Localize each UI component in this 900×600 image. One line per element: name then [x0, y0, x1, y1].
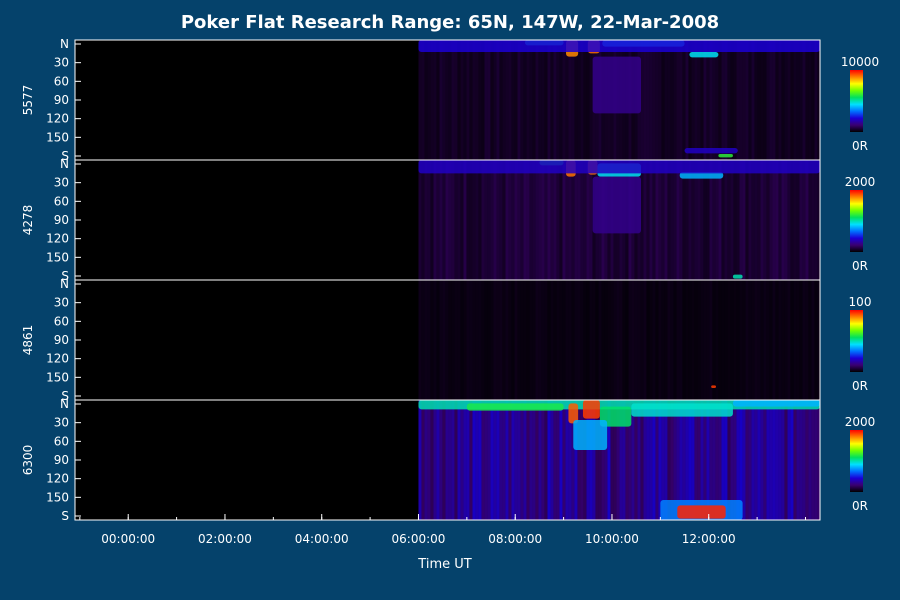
y-tick-label-6300-6: S [61, 509, 69, 523]
emission-6300-5 [573, 420, 608, 450]
background-6300 [418, 400, 821, 520]
colorbar-5577 [850, 70, 863, 132]
colorbar-max-5577: 10000 [841, 55, 879, 69]
emission-5577-8 [718, 154, 733, 158]
panel-5577: N 30 60 90 120 150 S 5577 10000 0R [21, 37, 879, 163]
emissions-5577 [418, 40, 820, 158]
x-tick-label-3: 06:00:00 [392, 532, 446, 546]
emission-4278-7 [732, 274, 743, 279]
panel-name-6300: 6300 [21, 445, 35, 476]
x-tick-label-4: 08:00:00 [488, 532, 542, 546]
emission-6300-9 [677, 505, 726, 519]
y-tick-label-5577-6: S [61, 149, 69, 163]
y-tick-label-4278-6: S [61, 269, 69, 283]
x-tick-label-2: 04:00:00 [295, 532, 349, 546]
emission-6300-2 [568, 403, 579, 424]
emission-5577-7 [684, 148, 738, 154]
y-tick-label-4861-2: 60 [54, 314, 69, 328]
panel-name-5577: 5577 [21, 85, 35, 116]
emission-6300-3 [582, 400, 600, 419]
emission-6300-6 [631, 403, 733, 417]
y-tick-label-5577-5: 150 [46, 130, 69, 144]
colorbar-min-5577: 0R [852, 139, 868, 153]
chart-title: Poker Flat Research Range: 65N, 147W, 22… [181, 12, 719, 33]
panel-4278: N 30 60 90 120 150 S 4278 2000 0R [21, 157, 875, 283]
x-tick-label-5: 10:00:00 [585, 532, 639, 546]
y-tick-label-4278-1: 30 [54, 176, 69, 190]
y-tick-label-6300-0: N [60, 397, 69, 411]
y-tick-label-6300-3: 90 [54, 453, 69, 467]
emission-4278-5 [418, 160, 820, 174]
colorbar-4861 [850, 310, 863, 372]
x-axis: 00:00:00 02:00:00 04:00:00 06:00:00 08:00:00… [79, 514, 806, 546]
panel-6300: N 30 60 90 120 150 S 6300 2000 0R [21, 397, 875, 523]
y-tick-label-4278-2: 60 [54, 194, 69, 208]
x-tick-label-6: 12:00:00 [682, 532, 736, 546]
panel-name-4861: 4861 [21, 325, 35, 356]
y-tick-label-4861-0: N [60, 277, 69, 291]
emissions-4278 [418, 160, 820, 279]
y-tick-label-4861-6: S [61, 389, 69, 403]
y-tick-label-4861-5: 150 [46, 370, 69, 384]
y-tick-label-5577-4: 120 [46, 112, 69, 126]
colorbar-max-4278: 2000 [845, 175, 876, 189]
colorbar-min-4278: 0R [852, 259, 868, 273]
emission-6300-4 [599, 406, 632, 427]
y-tick-label-6300-2: 60 [54, 434, 69, 448]
colorbar-min-4861: 0R [852, 379, 868, 393]
colorbar-max-6300: 2000 [845, 415, 876, 429]
y-tick-label-4861-4: 120 [46, 352, 69, 366]
colorbar-min-6300: 0R [852, 499, 868, 513]
x-tick-label-1: 02:00:00 [198, 532, 252, 546]
y-tick-label-4861-3: 90 [54, 333, 69, 347]
colorbar-max-4861: 100 [849, 295, 872, 309]
emission-5577-5 [418, 40, 820, 52]
y-tick-label-4278-4: 120 [46, 232, 69, 246]
colorbar-6300 [850, 430, 863, 492]
emission-6300-7 [732, 400, 820, 407]
panels: N 30 60 90 120 150 S 5577 10000 0R N 30 60 90 120 150 S 4… [21, 37, 879, 523]
emissions-6300 [418, 400, 820, 520]
panel-name-4278: 4278 [21, 205, 35, 236]
emission-5577-4 [689, 52, 719, 58]
y-tick-label-6300-1: 30 [54, 416, 69, 430]
background-4861 [418, 280, 821, 400]
y-tick-label-4278-3: 90 [54, 213, 69, 227]
emission-4278-6 [592, 176, 642, 234]
emission-4861-0 [711, 385, 716, 388]
emission-5577-6 [592, 56, 642, 114]
y-tick-label-4861-1: 30 [54, 296, 69, 310]
colorbar-4278 [850, 190, 863, 252]
x-tick-label-0: 00:00:00 [101, 532, 155, 546]
y-tick-label-5577-3: 90 [54, 93, 69, 107]
y-tick-label-4278-0: N [60, 157, 69, 171]
y-tick-label-6300-5: 150 [46, 490, 69, 504]
y-tick-label-5577-2: 60 [54, 74, 69, 88]
emission-6300-1 [466, 403, 564, 411]
y-tick-label-6300-4: 120 [46, 472, 69, 486]
y-tick-label-5577-1: 30 [54, 56, 69, 70]
y-tick-label-5577-0: N [60, 37, 69, 51]
emission-4278-4 [679, 172, 724, 179]
panel-4861: N 30 60 90 120 150 S 4861 100 0R [21, 277, 871, 403]
x-axis-label: Time UT [417, 557, 471, 572]
y-tick-label-4278-5: 150 [46, 250, 69, 264]
emissions-4861 [711, 385, 716, 388]
